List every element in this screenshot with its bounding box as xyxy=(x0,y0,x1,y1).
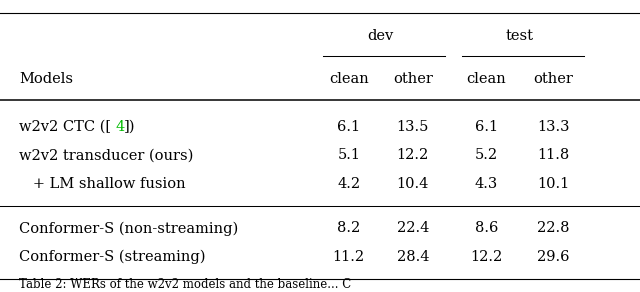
Text: 12.2: 12.2 xyxy=(470,250,502,264)
Text: 6.1: 6.1 xyxy=(337,120,360,134)
Text: 5.1: 5.1 xyxy=(337,148,360,162)
Text: ]): ]) xyxy=(124,120,136,134)
Text: 8.2: 8.2 xyxy=(337,221,360,235)
Text: 5.2: 5.2 xyxy=(475,148,498,162)
Text: Table 2: WERs of the w2v2 models and the baseline... C: Table 2: WERs of the w2v2 models and the… xyxy=(19,277,351,291)
Text: Models: Models xyxy=(19,72,73,86)
Text: w2v2 CTC ([: w2v2 CTC ([ xyxy=(19,120,111,134)
Text: 11.8: 11.8 xyxy=(538,148,570,162)
Text: 11.2: 11.2 xyxy=(333,250,365,264)
Text: 28.4: 28.4 xyxy=(397,250,429,264)
Text: 10.4: 10.4 xyxy=(397,177,429,191)
Text: clean: clean xyxy=(329,72,369,86)
Text: 29.6: 29.6 xyxy=(538,250,570,264)
Text: 4: 4 xyxy=(115,120,125,134)
Text: 4.3: 4.3 xyxy=(475,177,498,191)
Text: other: other xyxy=(393,72,433,86)
Text: + LM shallow fusion: + LM shallow fusion xyxy=(19,177,186,191)
Text: 13.3: 13.3 xyxy=(538,120,570,134)
Text: dev: dev xyxy=(367,29,394,44)
Text: 4.2: 4.2 xyxy=(337,177,360,191)
Text: other: other xyxy=(534,72,573,86)
Text: 22.4: 22.4 xyxy=(397,221,429,235)
Text: 13.5: 13.5 xyxy=(397,120,429,134)
Text: Conformer-S (non-streaming): Conformer-S (non-streaming) xyxy=(19,221,239,236)
Text: test: test xyxy=(506,29,534,44)
Text: 10.1: 10.1 xyxy=(538,177,570,191)
Text: w2v2 transducer (ours): w2v2 transducer (ours) xyxy=(19,148,193,162)
Text: 8.6: 8.6 xyxy=(475,221,498,235)
Text: clean: clean xyxy=(467,72,506,86)
Text: 6.1: 6.1 xyxy=(475,120,498,134)
Text: 12.2: 12.2 xyxy=(397,148,429,162)
Text: Conformer-S (streaming): Conformer-S (streaming) xyxy=(19,250,205,264)
Text: 22.8: 22.8 xyxy=(538,221,570,235)
